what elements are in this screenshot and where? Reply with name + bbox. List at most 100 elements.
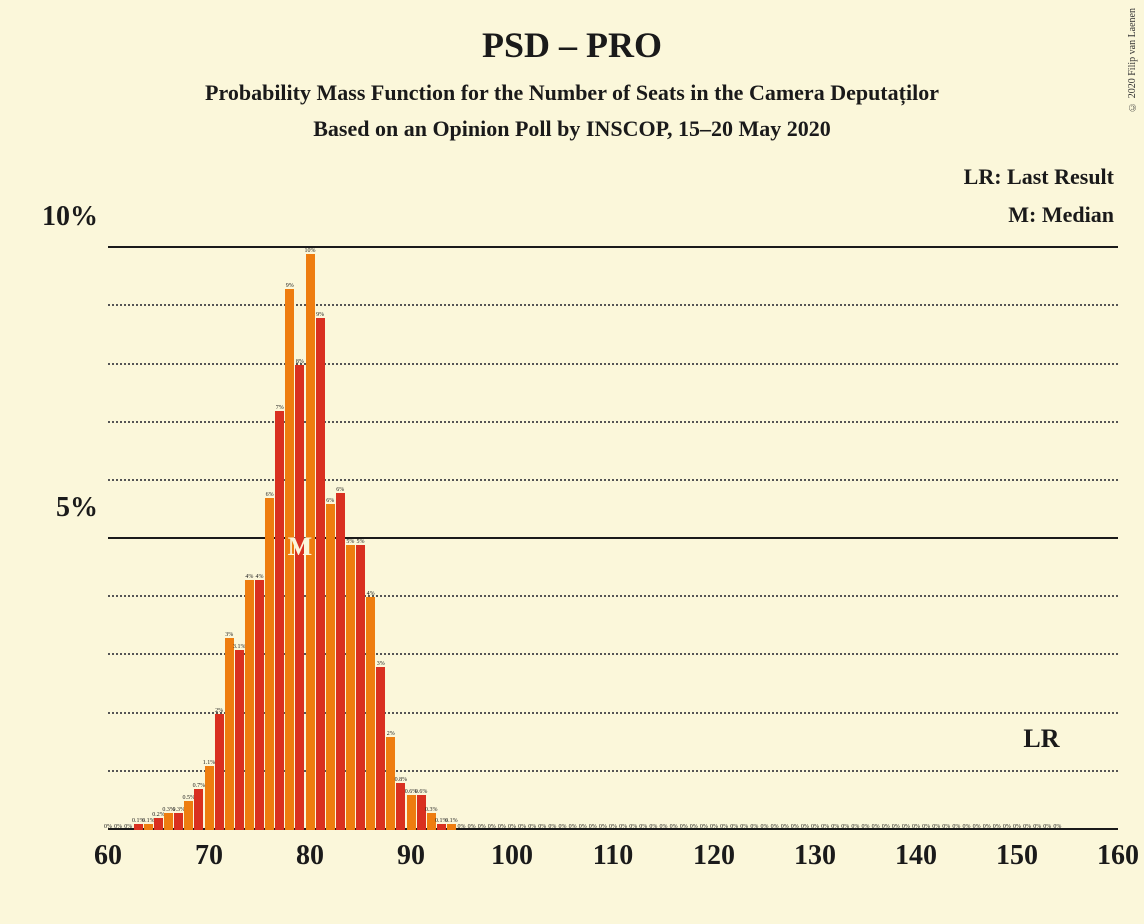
- bar-value-label: 4%: [245, 574, 253, 580]
- bar-value-label: 0%: [831, 824, 839, 830]
- bar: 3.1%: [235, 650, 244, 830]
- bar-value-label: 0%: [1053, 824, 1061, 830]
- bar-value-label: 0%: [912, 824, 920, 830]
- grid-major: [108, 246, 1118, 248]
- bar-value-label: 0%: [468, 824, 476, 830]
- x-tick-label: 80: [296, 840, 324, 872]
- bar-value-label: 3%: [377, 661, 385, 667]
- bar-value-label: 0%: [993, 824, 1001, 830]
- bar-value-label: 0%: [851, 824, 859, 830]
- x-tick-label: 150: [996, 840, 1038, 872]
- bar-value-label: 0%: [942, 824, 950, 830]
- bar-value-label: 0%: [589, 824, 597, 830]
- bar: 6%: [265, 498, 274, 830]
- bar-value-label: 0%: [821, 824, 829, 830]
- bar-value-label: 1.1%: [203, 760, 216, 766]
- bar-value-label: 0.7%: [193, 783, 206, 789]
- x-tick-label: 140: [895, 840, 937, 872]
- bar-value-label: 0%: [690, 824, 698, 830]
- bar-value-label: 0%: [710, 824, 718, 830]
- copyright-text: © 2020 Filip van Laenen: [1127, 8, 1138, 112]
- bar-value-label: 0%: [599, 824, 607, 830]
- bar-value-label: 4%: [256, 574, 264, 580]
- bar: 0.2%: [154, 818, 163, 830]
- bar: 0.3%: [174, 813, 183, 830]
- x-tick-label: 90: [397, 840, 425, 872]
- bar-value-label: 0%: [720, 824, 728, 830]
- bar-value-label: 0%: [488, 824, 496, 830]
- grid-major: [108, 537, 1118, 539]
- bar-value-label: 0%: [518, 824, 526, 830]
- bar: 3%: [376, 667, 385, 830]
- bar-value-label: 0%: [761, 824, 769, 830]
- legend-lr: LR: Last Result: [964, 164, 1114, 190]
- bar-value-label: 0%: [498, 824, 506, 830]
- bar-value-label: 0.6%: [415, 789, 428, 795]
- bar-value-label: 9%: [316, 312, 324, 318]
- bar-value-label: 6%: [266, 492, 274, 498]
- bar-value-label: 0%: [963, 824, 971, 830]
- bar-value-label: 0%: [872, 824, 880, 830]
- bar: 0.1%: [144, 824, 153, 830]
- bar: 8%: [295, 365, 304, 830]
- bar-value-label: 0%: [559, 824, 567, 830]
- bar: 6%: [326, 504, 335, 830]
- bar-value-label: 0%: [983, 824, 991, 830]
- bar: 0.1%: [437, 824, 446, 830]
- lr-marker: LR: [1023, 724, 1059, 754]
- bar-value-label: 2%: [215, 708, 223, 714]
- bar-value-label: 0%: [1013, 824, 1021, 830]
- bar: 0.1%: [447, 824, 456, 830]
- x-tick-label: 160: [1097, 840, 1139, 872]
- bar: 2%: [215, 714, 224, 830]
- bar-value-label: 0%: [1043, 824, 1051, 830]
- bar-value-label: 0%: [841, 824, 849, 830]
- grid-minor: [108, 421, 1118, 423]
- bar-value-label: 7%: [276, 405, 284, 411]
- bar-value-label: 0%: [1003, 824, 1011, 830]
- bar: 0.6%: [407, 795, 416, 830]
- x-tick-label: 130: [794, 840, 836, 872]
- bar-value-label: 0%: [508, 824, 516, 830]
- bar-value-label: 0%: [548, 824, 556, 830]
- chart-subtitle-2: Based on an Opinion Poll by INSCOP, 15–2…: [0, 116, 1144, 142]
- x-tick-label: 100: [491, 840, 533, 872]
- bar: 10%: [306, 254, 315, 830]
- bar-value-label: 0%: [114, 824, 122, 830]
- bar: 5%: [346, 545, 355, 830]
- bar-value-label: 0%: [639, 824, 647, 830]
- bar: 9%: [316, 318, 325, 830]
- bar-value-label: 0.8%: [395, 777, 408, 783]
- bar-value-label: 0%: [1033, 824, 1041, 830]
- bar-value-label: 0%: [882, 824, 890, 830]
- bar-value-label: 0.2%: [152, 812, 165, 818]
- bar-value-label: 0%: [781, 824, 789, 830]
- bar-value-label: 8%: [296, 359, 304, 365]
- bar-value-label: 0%: [569, 824, 577, 830]
- x-tick-label: 120: [693, 840, 735, 872]
- bar-value-label: 0%: [124, 824, 132, 830]
- bar-value-label: 0.3%: [172, 807, 185, 813]
- chart-title: PSD – PRO: [0, 24, 1144, 66]
- bar: 3%: [225, 638, 234, 830]
- bar-value-label: 0%: [629, 824, 637, 830]
- bar-value-label: 5%: [357, 539, 365, 545]
- bar-value-label: 0%: [862, 824, 870, 830]
- bar: 0.1%: [134, 824, 143, 830]
- bar-value-label: 0.1%: [142, 818, 155, 824]
- bar: 0.6%: [417, 795, 426, 830]
- bar-value-label: 0%: [892, 824, 900, 830]
- plot-canvas: 5%10%0%0%0%0.1%0.1%0.2%0.3%0.3%0.5%0.7%1…: [108, 190, 1118, 830]
- bar-value-label: 2%: [387, 731, 395, 737]
- y-tick-label: 5%: [56, 492, 98, 524]
- bar-value-label: 0%: [771, 824, 779, 830]
- legend-m: M: Median: [1008, 202, 1114, 228]
- bar-value-label: 0%: [609, 824, 617, 830]
- bar: 4%: [366, 597, 375, 830]
- bar-value-label: 0%: [478, 824, 486, 830]
- bar-value-label: 0%: [902, 824, 910, 830]
- bar-value-label: 0%: [952, 824, 960, 830]
- title-block: PSD – PRO Probability Mass Function for …: [0, 0, 1144, 142]
- bar-value-label: 3.1%: [233, 644, 246, 650]
- bar: 9%: [285, 289, 294, 830]
